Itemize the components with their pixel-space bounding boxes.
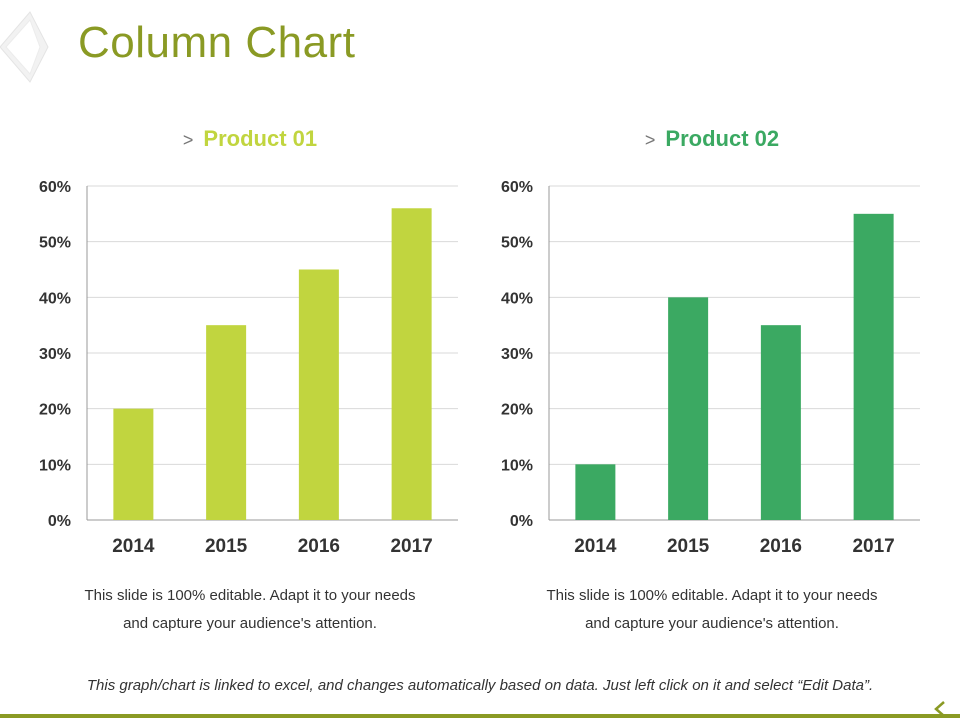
y-tick-label: 40% xyxy=(39,290,71,307)
column-chart-product-01[interactable]: 0% 10% 20% 30% 40% 50% 60% 2014 2015 2016 2017 xyxy=(30,170,470,570)
bar xyxy=(575,464,616,520)
chevron-right-icon: > xyxy=(182,130,194,150)
bar xyxy=(853,213,894,521)
bar xyxy=(391,208,432,520)
chart-caption: This slide is 100% editable. Adapt it to… xyxy=(492,582,932,638)
chart-title: Product 02 xyxy=(665,126,780,151)
caption-line-1: This slide is 100% editable. Adapt it to… xyxy=(84,587,416,604)
chart-heading: > Product 01 xyxy=(30,126,470,152)
x-tick-label: 2015 xyxy=(667,536,710,557)
x-tick-label: 2016 xyxy=(760,536,802,557)
caption-line-2: and capture your audience's attention. xyxy=(123,615,377,632)
page-title: Column Chart xyxy=(78,18,356,67)
bar xyxy=(113,408,154,520)
caption-line-1: This slide is 100% editable. Adapt it to… xyxy=(546,587,878,604)
y-tick-label: 40% xyxy=(501,290,533,307)
bar xyxy=(668,297,709,520)
y-tick-label: 0% xyxy=(48,513,71,530)
y-tick-label: 0% xyxy=(510,513,533,530)
bar xyxy=(206,325,247,520)
caption-line-2: and capture your audience's attention. xyxy=(585,615,839,632)
y-tick-label: 10% xyxy=(501,457,533,474)
column-chart-product-02[interactable]: 0% 10% 20% 30% 40% 50% 60% 2014 2015 2016 2017 xyxy=(492,170,932,570)
y-tick-label: 20% xyxy=(501,402,533,419)
corner-decoration xyxy=(0,11,49,83)
footer-note: This graph/chart is linked to excel, and… xyxy=(86,677,874,694)
bottom-rule xyxy=(0,714,960,718)
x-tick-label: 2014 xyxy=(112,536,155,557)
x-tick-label: 2015 xyxy=(205,536,248,557)
chart-panel-product-01: > Product 01 0% 10% 20% 30% 40% 50% 60% 2014 2015… xyxy=(30,120,470,640)
chart-heading: > Product 02 xyxy=(492,126,932,152)
bar xyxy=(760,325,801,520)
chart-caption: This slide is 100% editable. Adapt it to… xyxy=(30,582,470,638)
x-tick-label: 2016 xyxy=(298,536,340,557)
y-tick-label: 50% xyxy=(501,235,533,252)
y-tick-label: 30% xyxy=(39,346,71,363)
x-tick-label: 2017 xyxy=(390,536,432,557)
bar xyxy=(298,269,339,520)
y-tick-label: 30% xyxy=(501,346,533,363)
chevron-left-icon[interactable] xyxy=(930,698,952,720)
y-tick-label: 60% xyxy=(501,179,533,196)
y-tick-label: 20% xyxy=(39,402,71,419)
chart-title: Product 01 xyxy=(203,126,318,151)
chart-panel-product-02: > Product 02 0% 10% 20% 30% 40% 50% 60% 2014 2015… xyxy=(492,120,932,640)
chevron-right-icon: > xyxy=(644,130,656,150)
y-tick-label: 10% xyxy=(39,457,71,474)
y-tick-label: 60% xyxy=(39,179,71,196)
x-tick-label: 2017 xyxy=(852,536,894,557)
x-tick-label: 2014 xyxy=(574,536,617,557)
y-tick-label: 50% xyxy=(39,235,71,252)
